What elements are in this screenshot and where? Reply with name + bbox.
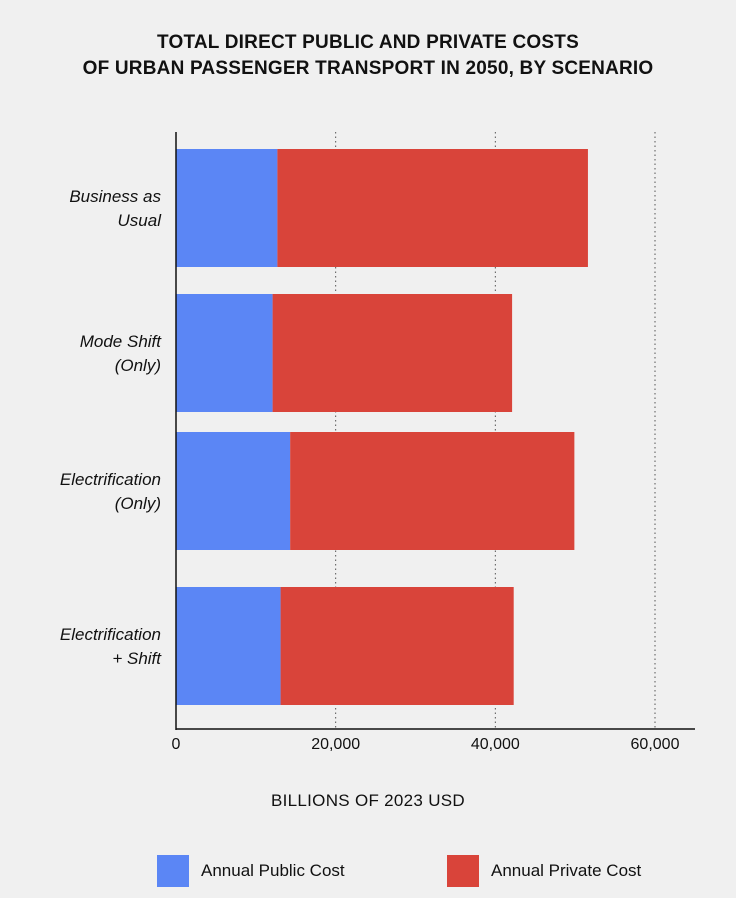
bars [176, 149, 588, 705]
bar-public-1 [176, 294, 273, 412]
category-label-1-0: Mode Shift [80, 332, 163, 351]
bar-private-2 [290, 432, 575, 550]
x-tick-label-1: 20,000 [311, 736, 360, 753]
tick-labels: 0 20,000 40,000 60,000 [172, 736, 680, 753]
category-label-1-1: (Only) [115, 356, 161, 375]
bar-private-3 [280, 587, 514, 705]
bar-private-0 [277, 149, 588, 267]
legend-label-public: Annual Public Cost [201, 861, 345, 880]
legend-item-private: Annual Private Cost [447, 854, 641, 888]
category-labels: Business as Usual Mode Shift (Only) Electrif… [60, 187, 162, 668]
category-label-2-1: (Only) [115, 494, 161, 513]
x-axis-label: BILLIONS OF 2023 USD [270, 791, 466, 810]
bar-chart: Business as Usual Mode Shift (Only) Electrif… [60, 132, 695, 753]
chart-title: TOTAL DIRECT PUBLIC AND PRIVATE COSTS OF… [0, 30, 736, 82]
x-tick-label-3: 60,000 [631, 736, 680, 753]
legend-swatch-private [447, 855, 479, 887]
x-tick-label-0: 0 [172, 736, 181, 753]
chart-title-line-1: TOTAL DIRECT PUBLIC AND PRIVATE COSTS [157, 32, 579, 53]
chart-title-line-2: OF URBAN PASSENGER TRANSPORT IN 2050, BY… [82, 58, 654, 79]
category-label-3-1: + Shift [112, 649, 162, 668]
category-label-0-1: Usual [118, 211, 163, 230]
category-label-0-0: Business as [69, 187, 161, 206]
bar-private-1 [272, 294, 513, 412]
bar-public-3 [176, 587, 281, 705]
category-label-3-0: Electrification [60, 625, 161, 644]
legend: Annual Public Cost Annual Private Cost [0, 854, 736, 888]
bar-public-2 [176, 432, 291, 550]
legend-item-public: Annual Public Cost [157, 854, 345, 888]
axes [175, 132, 695, 730]
category-label-2-0: Electrification [60, 470, 161, 489]
bar-public-0 [176, 149, 278, 267]
legend-label-private: Annual Private Cost [491, 861, 642, 880]
legend-swatch-public [157, 855, 189, 887]
x-tick-label-2: 40,000 [471, 736, 520, 753]
